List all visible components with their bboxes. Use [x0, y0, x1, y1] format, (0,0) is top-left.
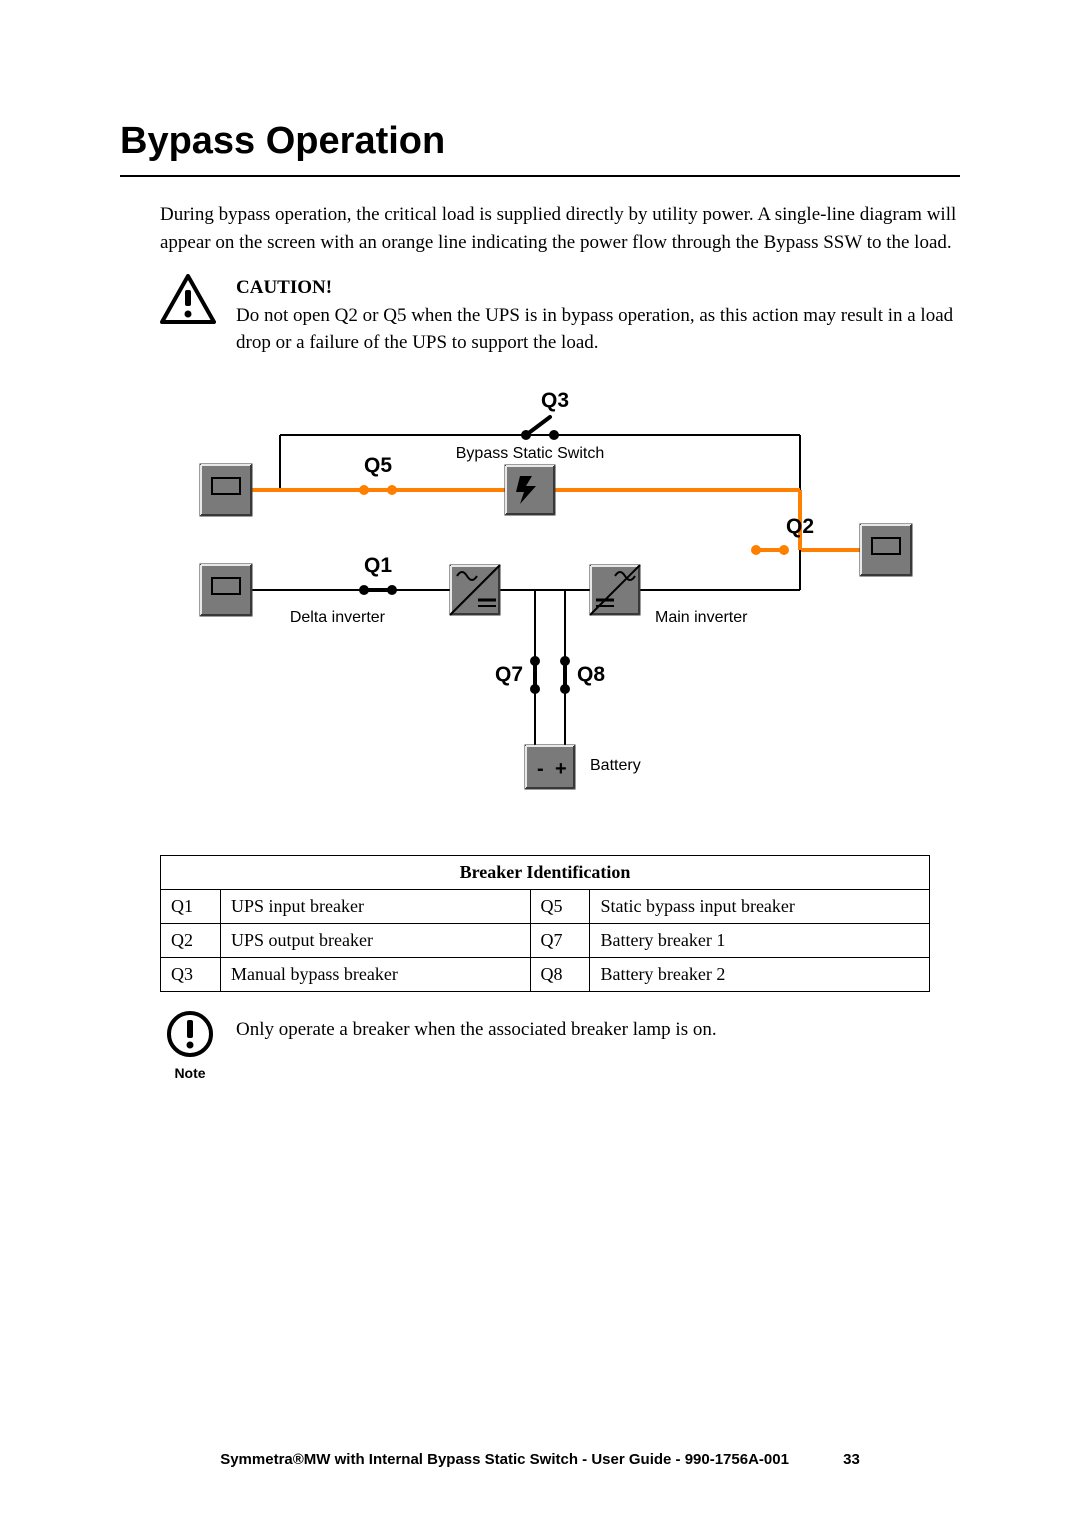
page-footer: Symmetra®MW with Internal Bypass Static …: [0, 1451, 1080, 1468]
svg-text:Q7: Q7: [495, 663, 523, 686]
svg-text:Q2: Q2: [786, 515, 814, 538]
table-cell: Manual bypass breaker: [220, 957, 530, 991]
page-title: Bypass Operation: [120, 120, 960, 163]
caution-block: CAUTION! Do not open Q2 or Q5 when the U…: [160, 274, 960, 357]
intro-paragraph: During bypass operation, the critical lo…: [160, 201, 960, 256]
note-icon: Note: [160, 1010, 220, 1081]
table-row: Q2UPS output breakerQ7Battery breaker 1: [161, 923, 930, 957]
svg-text:Q1: Q1: [364, 554, 392, 577]
breaker-table: Breaker Identification Q1UPS input break…: [160, 855, 930, 992]
caution-title: CAUTION!: [236, 274, 960, 302]
table-cell: Battery breaker 2: [590, 957, 930, 991]
svg-text:+: +: [555, 758, 567, 780]
svg-text:Battery: Battery: [590, 757, 641, 774]
table-row: Q3Manual bypass breakerQ8Battery breaker…: [161, 957, 930, 991]
page-number: 33: [843, 1451, 860, 1468]
divider: [120, 175, 960, 177]
caution-body: Do not open Q2 or Q5 when the UPS is in …: [236, 302, 960, 357]
table-cell: Q8: [530, 957, 590, 991]
caution-text: CAUTION! Do not open Q2 or Q5 when the U…: [236, 274, 960, 357]
table-row: Q1UPS input breakerQ5Static bypass input…: [161, 889, 930, 923]
svg-text:Q3: Q3: [541, 389, 569, 412]
bypass-diagram: Q3 Q2 Q5 Bypass Static Switch Q1 Delta invert…: [160, 375, 920, 825]
note-label: Note: [160, 1065, 220, 1081]
svg-text:Q8: Q8: [577, 663, 605, 686]
table-cell: Battery breaker 1: [590, 923, 930, 957]
footer-text: Symmetra®MW with Internal Bypass Static …: [220, 1451, 789, 1468]
table-cell: Q7: [530, 923, 590, 957]
table-cell: Q2: [161, 923, 221, 957]
svg-text:Delta inverter: Delta inverter: [290, 609, 386, 626]
table-cell: Q5: [530, 889, 590, 923]
svg-text:Bypass Static Switch: Bypass Static Switch: [456, 445, 605, 462]
table-cell: UPS input breaker: [220, 889, 530, 923]
note-block: Note Only operate a breaker when the ass…: [160, 1010, 960, 1081]
table-cell: UPS output breaker: [220, 923, 530, 957]
table-header: Breaker Identification: [161, 855, 930, 889]
note-text: Only operate a breaker when the associat…: [236, 1010, 717, 1044]
warning-icon: [160, 274, 220, 357]
svg-text:Main inverter: Main inverter: [655, 609, 748, 626]
table-cell: Q1: [161, 889, 221, 923]
svg-text:Q5: Q5: [364, 454, 392, 477]
table-cell: Static bypass input breaker: [590, 889, 930, 923]
table-cell: Q3: [161, 957, 221, 991]
svg-text:-: -: [537, 758, 544, 780]
